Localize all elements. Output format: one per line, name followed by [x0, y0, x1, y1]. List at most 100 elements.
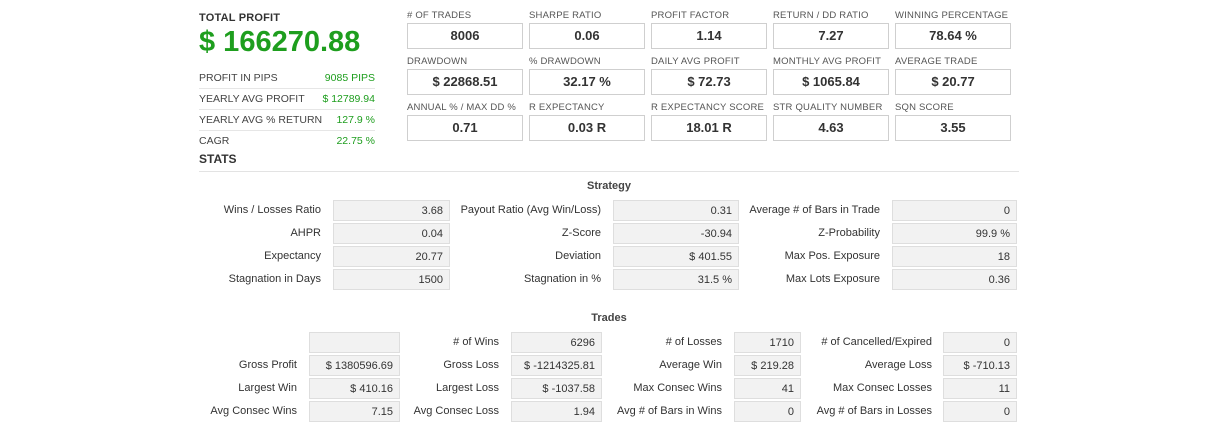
metric-daily-avg-profit: DAILY AVG PROFIT $ 72.73 — [651, 56, 773, 102]
summary-rows: PROFIT IN PIPS 9085 PIPS YEARLY AVG PROF… — [199, 68, 375, 151]
metric-label: AVERAGE TRADE — [895, 56, 978, 67]
metric-winning-percentage: WINNING PERCENTAGE 78.64 % — [895, 10, 1017, 56]
stat-label-gross-profit: Gross Profit — [238, 359, 297, 371]
stat-label-expectancy: Expectancy — [264, 250, 321, 262]
stat-value-stagnation-in-days: 1500 — [333, 269, 450, 290]
summary-row-value: 127.9 % — [336, 114, 375, 126]
metric-annual-max-dd: ANNUAL % / MAX DD % 0.71 — [407, 102, 529, 148]
stat-label-max-pos-exposure: Max Pos. Exposure — [784, 250, 880, 262]
metric-value: 0.06 — [529, 23, 645, 49]
metric-average-trade: AVERAGE TRADE $ 20.77 — [895, 56, 1017, 102]
metric-value: 78.64 % — [895, 23, 1011, 49]
stat-label-max-lots-exposure: Max Lots Exposure — [785, 273, 880, 285]
stat-value-average-win: $ 219.28 — [734, 355, 801, 376]
stat-value-deviation: $ 401.55 — [613, 246, 739, 267]
stat-label-largest-win: Largest Win — [238, 382, 297, 394]
stat-value-avg-of-bars-in-wins: 0 — [734, 401, 801, 422]
metric-label: R EXPECTANCY SCORE — [651, 102, 765, 113]
stat-label-z-score: Z-Score — [561, 227, 601, 239]
metric-str-quality-number: STR QUALITY NUMBER 4.63 — [773, 102, 895, 148]
metric-value: $ 72.73 — [651, 69, 767, 95]
stat-value-max-lots-exposure: 0.36 — [892, 269, 1017, 290]
metric-label: % DRAWDOWN — [529, 56, 601, 67]
metric-value: 0.03 R — [529, 115, 645, 141]
stat-label-largest-loss: Largest Loss — [436, 382, 499, 394]
metrics-row: ANNUAL % / MAX DD % 0.71 R EXPECTANCY 0.03… — [407, 102, 1017, 148]
metric-value: $ 20.77 — [895, 69, 1011, 95]
metric-profit-factor: PROFIT FACTOR 1.14 — [651, 10, 773, 56]
stat-label-stagnation-in-days: Stagnation in Days — [228, 273, 321, 285]
stat-label-avg-consec-wins: Avg Consec Wins — [210, 405, 297, 417]
stat-label-ahpr: AHPR — [290, 227, 321, 239]
metrics-row: # OF TRADES 8006 SHARPE RATIO 0.06 PROFIT … — [407, 10, 1017, 56]
stat-label-of-wins: # of Wins — [453, 336, 499, 348]
metric-label: RETURN / DD RATIO — [773, 10, 869, 21]
stat-value-gross-profit: $ 1380596.69 — [309, 355, 400, 376]
stat-label-blank — [97, 332, 297, 353]
metric-label: ANNUAL % / MAX DD % — [407, 102, 517, 113]
metric-value: 1.14 — [651, 23, 767, 49]
metric-label: STR QUALITY NUMBER — [773, 102, 883, 113]
stat-label-max-consec-losses: Max Consec Losses — [832, 382, 932, 394]
metrics-grid: # OF TRADES 8006 SHARPE RATIO 0.06 PROFIT … — [407, 10, 1017, 148]
metric-label: PROFIT FACTOR — [651, 10, 730, 21]
stat-label-avg-of-bars-in-wins: Avg # of Bars in Wins — [617, 405, 722, 417]
stat-value-payout-ratio-avg-win-loss: 0.31 — [613, 200, 739, 221]
stat-value-z-score: -30.94 — [613, 223, 739, 244]
stat-label-of-losses: # of Losses — [665, 336, 722, 348]
summary-row-yearly-avg-profit: YEARLY AVG PROFIT $ 12789.94 — [199, 89, 375, 110]
summary-row-label: PROFIT IN PIPS — [199, 72, 278, 84]
stat-value-wins-losses-ratio: 3.68 — [333, 200, 450, 221]
metric-drawdown: DRAWDOWN $ 22868.51 — [407, 56, 529, 102]
stat-value-ahpr: 0.04 — [333, 223, 450, 244]
stat-value-gross-loss: $ -1214325.81 — [511, 355, 602, 376]
summary-row-label: YEARLY AVG % RETURN — [199, 114, 323, 126]
stat-label-z-probability: Z-Probability — [818, 227, 880, 239]
metric-label: WINNING PERCENTAGE — [895, 10, 1009, 21]
metric-number-of-trades: # OF TRADES 8006 — [407, 10, 529, 56]
metric-return-dd-ratio: RETURN / DD RATIO 7.27 — [773, 10, 895, 56]
metric-monthly-avg-profit: MONTHLY AVG PROFIT $ 1065.84 — [773, 56, 895, 102]
metric-value: 3.55 — [895, 115, 1011, 141]
stats-divider — [199, 171, 1019, 172]
stat-value-max-pos-exposure: 18 — [892, 246, 1017, 267]
metric-label: # OF TRADES — [407, 10, 472, 21]
stat-value-avg-consec-wins: 7.15 — [309, 401, 400, 422]
summary-row-label: CAGR — [199, 135, 230, 147]
stat-label-deviation: Deviation — [555, 250, 601, 262]
stat-value-max-consec-wins: 41 — [734, 378, 801, 399]
stat-value-of-wins: 6296 — [511, 332, 602, 353]
metric-percent-drawdown: % DRAWDOWN 32.17 % — [529, 56, 651, 102]
metric-sharpe-ratio: SHARPE RATIO 0.06 — [529, 10, 651, 56]
total-profit-value: $ 166270.88 — [199, 26, 361, 58]
summary-row-cagr: CAGR 22.75 % — [199, 131, 375, 151]
metric-label: DRAWDOWN — [407, 56, 468, 67]
summary-row-label: YEARLY AVG PROFIT — [199, 93, 305, 105]
total-profit-summary: TOTAL PROFIT $ 166270.88 PROFIT IN PIPS … — [199, 12, 375, 151]
stat-label-stagnation-in: Stagnation in % — [523, 273, 601, 285]
summary-row-value: 9085 PIPS — [324, 72, 375, 84]
total-profit-label: TOTAL PROFIT — [199, 12, 281, 24]
summary-row-value: $ 12789.94 — [322, 93, 375, 105]
metric-value: $ 22868.51 — [407, 69, 523, 95]
metric-label: DAILY AVG PROFIT — [651, 56, 740, 67]
stat-value-average-of-bars-in-trade: 0 — [892, 200, 1017, 221]
metric-r-expectancy-score: R EXPECTANCY SCORE 18.01 R — [651, 102, 773, 148]
stat-value-z-probability: 99.9 % — [892, 223, 1017, 244]
stats-heading: STATS — [199, 152, 237, 166]
stat-label-of-cancelled-expired: # of Cancelled/Expired — [821, 336, 932, 348]
stat-value-max-consec-losses: 11 — [943, 378, 1017, 399]
stat-value-largest-loss: $ -1037.58 — [511, 378, 602, 399]
metric-sqn-score: SQN SCORE 3.55 — [895, 102, 1017, 148]
stat-value-average-loss: $ -710.13 — [943, 355, 1017, 376]
metric-value: $ 1065.84 — [773, 69, 889, 95]
stat-label-wins-losses-ratio: Wins / Losses Ratio — [223, 204, 321, 216]
stat-label-average-loss: Average Loss — [864, 359, 932, 371]
stat-value-avg-of-bars-in-losses: 0 — [943, 401, 1017, 422]
metric-value: 0.71 — [407, 115, 523, 141]
stat-value-blank — [309, 332, 400, 353]
stat-label-average-win: Average Win — [659, 359, 722, 371]
stat-value-stagnation-in: 31.5 % — [613, 269, 739, 290]
stat-value-avg-consec-loss: 1.94 — [511, 401, 602, 422]
metric-value: 7.27 — [773, 23, 889, 49]
